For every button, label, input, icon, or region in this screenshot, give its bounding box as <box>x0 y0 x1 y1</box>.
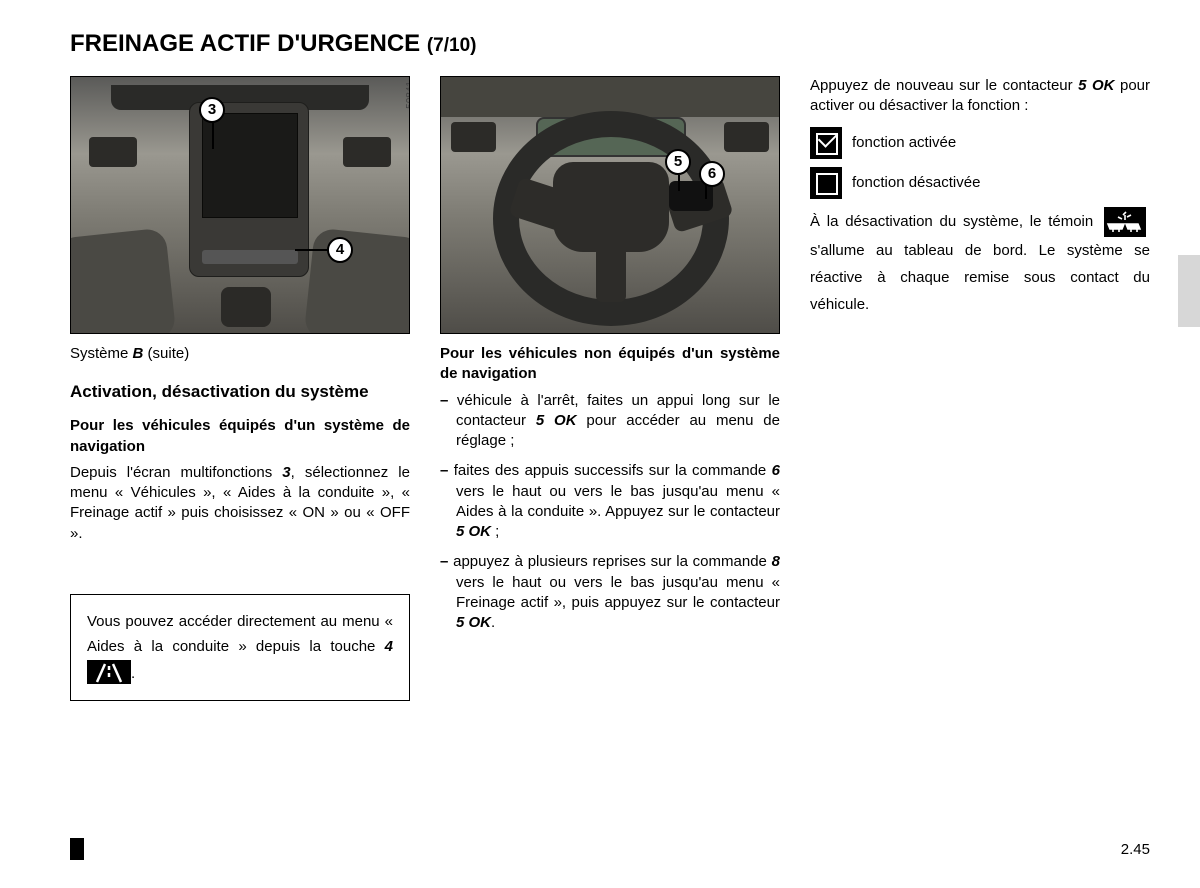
figure1-id: 50841 <box>405 81 410 109</box>
button-row <box>202 250 298 264</box>
function-off-line: fonction désactivée <box>810 167 1150 199</box>
figure-dashboard: 50841 3 4 <box>70 76 410 334</box>
page-number: 2.45 <box>1121 841 1150 858</box>
ref-5ok-1: 5 OK <box>536 412 577 429</box>
list-item-3: appuyez à plusieurs reprises sur la comm… <box>440 552 780 633</box>
callout-3: 3 <box>199 97 225 123</box>
caption-pre: Système <box>70 345 133 362</box>
list-item-2: faites des appuis successifs sur la comm… <box>440 461 780 542</box>
checkbox-checked-icon <box>810 127 842 159</box>
column-1: 50841 3 4 Système B (suite) Activ <box>70 76 410 701</box>
li2a: faites des appuis successifs sur la comm… <box>454 462 772 479</box>
para-nav-instructions: Depuis l'écran multifonctions 3, sélecti… <box>70 463 410 544</box>
seat-right <box>304 228 410 334</box>
note-c: . <box>131 665 135 682</box>
ref-8: 8 <box>772 553 780 570</box>
multifunction-screen <box>202 113 298 218</box>
subhead-activation: Activation, désactivation du système <box>70 382 410 402</box>
caption-bold: B <box>133 345 144 362</box>
p3-1a: Appuyez de nouveau sur le contacteur <box>810 77 1078 94</box>
corner-mark <box>70 838 84 860</box>
function-off-label: fonction désactivée <box>852 174 980 191</box>
ref-5ok-3: 5 OK <box>456 614 491 631</box>
leader-3 <box>212 123 214 149</box>
leader-6 <box>705 185 707 199</box>
para-no-nav: Pour les véhicules non équipés d'un syst… <box>440 344 780 385</box>
ref-6: 6 <box>772 462 780 479</box>
callout-5: 5 <box>665 149 691 175</box>
center-stack <box>189 102 309 277</box>
li2b: vers le haut ou vers le bas jusqu'au men… <box>456 483 780 520</box>
function-on-line: fonction activée <box>810 127 1150 159</box>
vent-left <box>89 137 137 167</box>
para-with-nav: Pour les véhicules équipés d'un système … <box>70 416 410 457</box>
vent2-right <box>724 122 769 152</box>
column-3: Appuyez de nouveau sur le contacteur 5 O… <box>810 76 1150 701</box>
instructions-list: véhicule à l'arrêt, faites un appui long… <box>440 391 780 634</box>
columns: 50841 3 4 Système B (suite) Activ <box>70 76 1150 701</box>
li3b: vers le haut ou vers le bas jusqu'au men… <box>456 574 780 611</box>
callout-4: 4 <box>327 237 353 263</box>
vent-right <box>343 137 391 167</box>
leader-4 <box>295 249 329 251</box>
gear-lever-area <box>221 287 271 327</box>
lane-assist-icon <box>87 660 131 684</box>
note-ref-4: 4 <box>385 638 393 655</box>
figure-steering-wheel: 50840 5 6 <box>440 76 780 334</box>
p3-2b: s'allume au tableau de bord. Le système … <box>810 242 1150 313</box>
li3c: . <box>491 614 495 631</box>
checkbox-unchecked-icon <box>810 167 842 199</box>
callout-6: 6 <box>699 161 725 187</box>
seat-left <box>70 228 176 334</box>
ref-5ok-2: 5 OK <box>456 523 491 540</box>
li3a: appuyez à plusieurs reprises sur la comm… <box>453 553 772 570</box>
leader-5 <box>678 175 680 191</box>
page-count: (7/10) <box>427 35 477 56</box>
ref-5ok-4: 5 OK <box>1078 77 1114 94</box>
note-box: Vous pouvez accéder directement au menu … <box>70 594 410 702</box>
wheel-spoke-bottom <box>596 247 626 302</box>
p3-2a: À la désactivation du système, le témoin <box>810 212 1100 229</box>
section-tab <box>1178 255 1200 327</box>
collision-warning-icon <box>1104 207 1146 237</box>
wheel-hub <box>553 162 669 252</box>
figure1-caption: Système B (suite) <box>70 344 410 364</box>
note-a: Vous pouvez accéder directement au menu … <box>87 613 393 656</box>
function-on-label: fonction activée <box>852 134 956 151</box>
para-deactivation: À la désactivation du système, le témoin… <box>810 207 1150 318</box>
li2c: ; <box>491 523 499 540</box>
page-title: FREINAGE ACTIF D'URGENCE (7/10) <box>70 30 1150 58</box>
caption-post: (suite) <box>143 345 189 362</box>
title-text: FREINAGE ACTIF D'URGENCE <box>70 30 420 57</box>
manual-page: FREINAGE ACTIF D'URGENCE (7/10) 50841 3 <box>0 0 1200 731</box>
para-toggle: Appuyez de nouveau sur le contacteur 5 O… <box>810 76 1150 117</box>
ref-3: 3 <box>282 464 290 481</box>
vent2-left <box>451 122 496 152</box>
list-item-1: véhicule à l'arrêt, faites un appui long… <box>440 391 780 452</box>
column-2: 50840 5 6 Pour les véhicules non équipés… <box>440 76 780 701</box>
p1a: Depuis l'écran multifonctions <box>70 464 282 481</box>
